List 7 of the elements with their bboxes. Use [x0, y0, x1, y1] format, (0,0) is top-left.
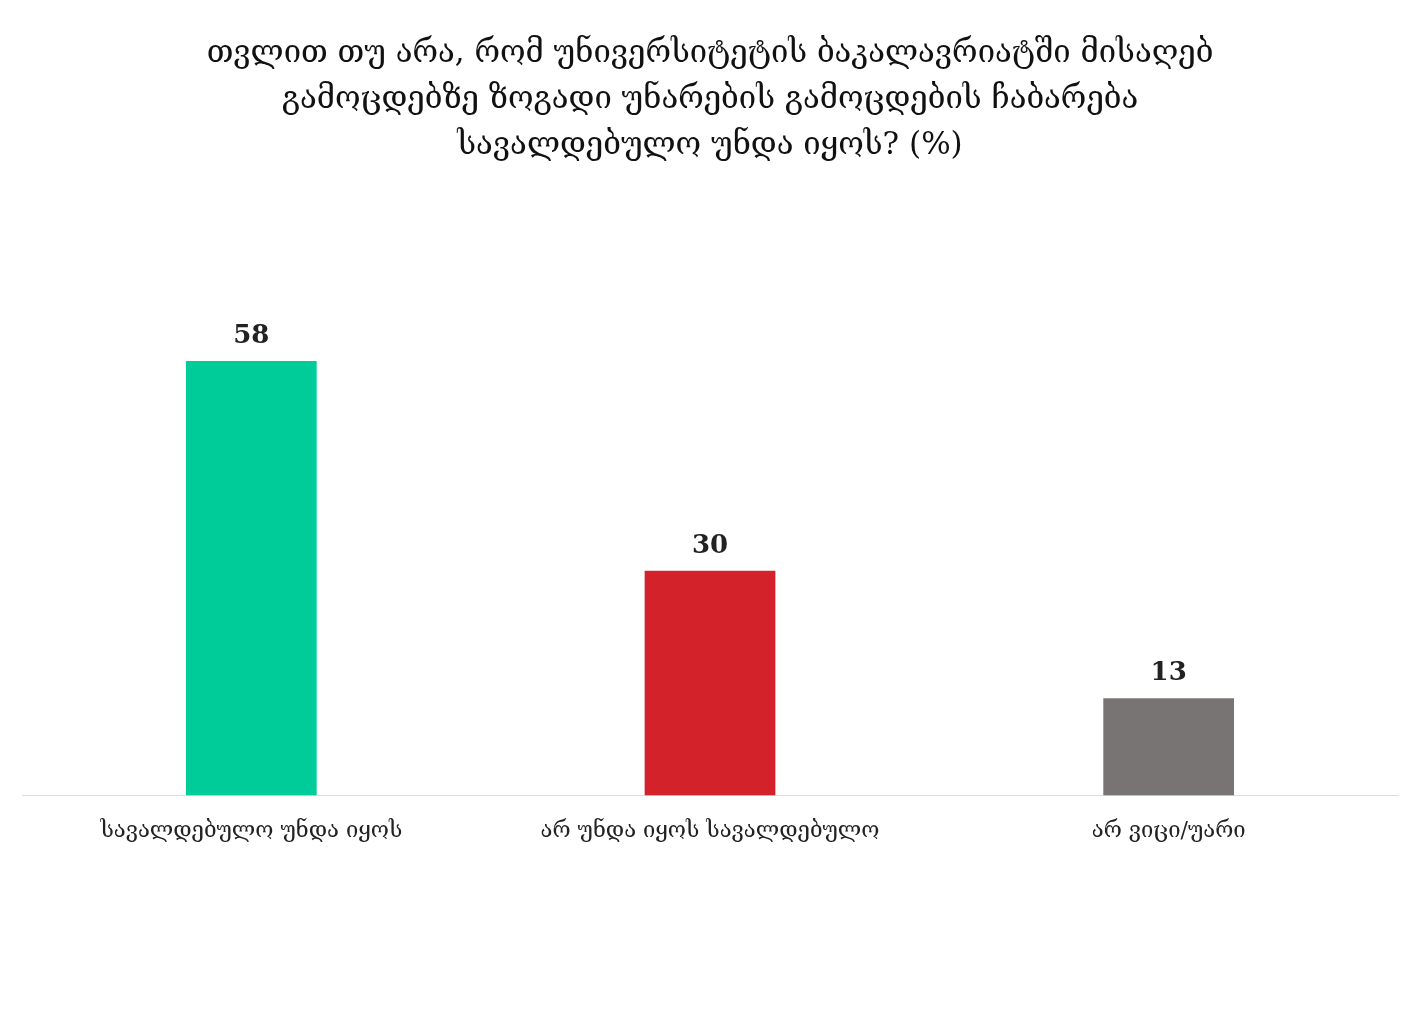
x-tick-label: არ ვიცი/უარი — [1091, 816, 1246, 842]
data-label: 58 — [233, 318, 270, 349]
x-tick-label: არ უნდა იყოს სავალდებულო — [540, 816, 880, 842]
data-label: 13 — [1150, 655, 1187, 686]
chart-title: თვლით თუ არა, რომ უნივერსიტეტის ბაკალავრიატში მისაღებ გამოცდებზე ზოგადი უნარების გამოცდების ჩაბარება სავალდებულო უნდა იყოს? (%) — [205, 32, 1215, 163]
x-tick-label: სავალდებულო უნდა იყოს — [99, 816, 403, 842]
data-label: 30 — [691, 528, 729, 559]
